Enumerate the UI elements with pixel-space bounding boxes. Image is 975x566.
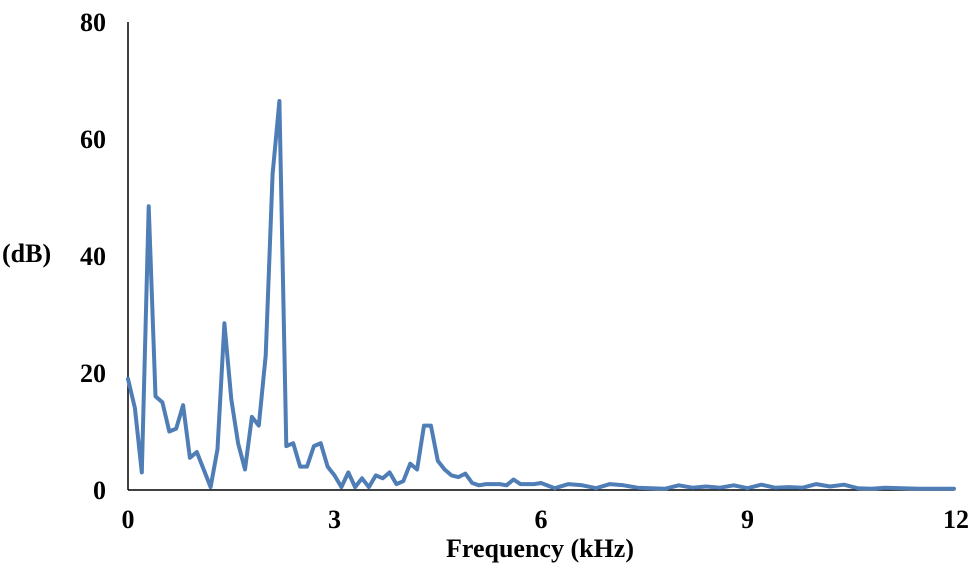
y-tick-label: 20 [80,359,106,388]
x-tick-label: 9 [741,505,754,534]
x-tick-labels: 0 3 6 9 12 [122,505,970,534]
y-tick-label: 80 [80,8,106,37]
x-tick-label: 6 [535,505,548,534]
x-axis-title: Frequency (kHz) [446,534,634,563]
y-axis-title: (dB) [2,239,51,268]
y-tick-label: 60 [80,125,106,154]
axes [127,22,954,491]
x-tick-label: 12 [943,505,969,534]
y-tick-labels: 0 20 40 60 80 [80,8,106,505]
series-line [126,99,956,491]
x-tick-label: 3 [328,505,341,534]
y-tick-label: 40 [80,242,106,271]
x-tick-label: 0 [122,505,135,534]
y-tick-label: 0 [93,476,106,505]
